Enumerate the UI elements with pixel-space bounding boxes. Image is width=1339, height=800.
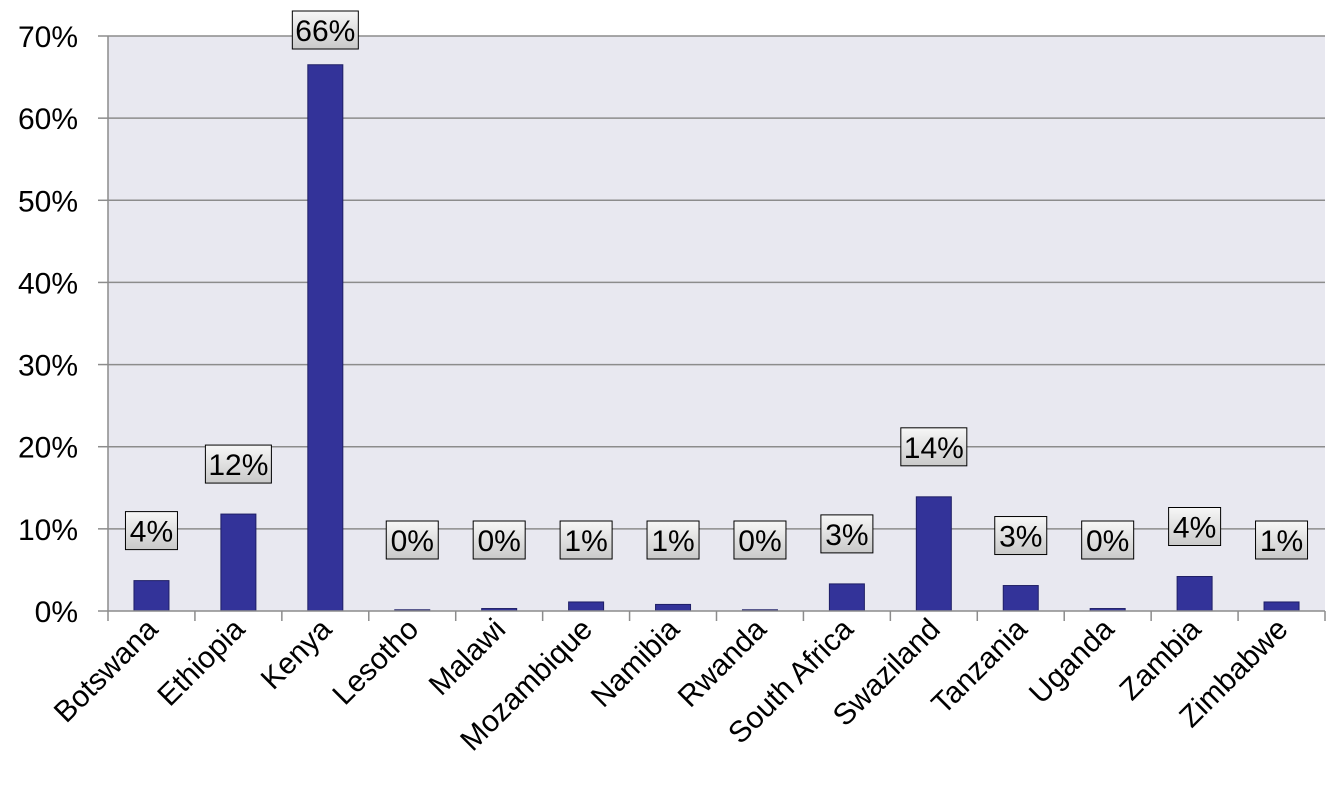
bar (568, 601, 605, 612)
bar (915, 496, 952, 612)
bar (655, 603, 692, 612)
data-label-box (291, 10, 359, 50)
y-tick-label: 60% (18, 103, 78, 136)
data-label: 3% (994, 516, 1048, 556)
data-label-text: 66% (295, 15, 355, 48)
data-label: 1% (1255, 520, 1309, 560)
data-label-box (124, 511, 178, 551)
data-label-box (385, 520, 439, 560)
y-tick-label: 0% (35, 596, 78, 629)
data-labels: 4% 12% 66% 0% 0% 1% 1% 0% 3% 14% 3% 0% 4% 1% (124, 10, 1309, 560)
data-label-box (204, 444, 272, 484)
bar (828, 583, 865, 612)
data-label-text: 14% (904, 432, 964, 465)
data-label-box (559, 520, 613, 560)
data-label: 3% (820, 514, 874, 554)
data-label-box (472, 520, 526, 560)
data-label-text: 0% (1086, 525, 1129, 558)
bar (1263, 601, 1300, 612)
data-label-text: 4% (1173, 512, 1216, 545)
data-label-text: 1% (1260, 525, 1303, 558)
plot-area (108, 36, 1325, 611)
data-label: 0% (1081, 520, 1135, 560)
y-tick-label: 70% (18, 21, 78, 54)
data-label-box (1168, 507, 1222, 546)
y-tick-label: 30% (18, 350, 78, 383)
data-label-text: 0% (738, 525, 781, 558)
data-label-box (900, 427, 968, 467)
data-label: 0% (385, 520, 439, 560)
data-label: 14% (900, 427, 968, 467)
data-label: 4% (1168, 507, 1222, 546)
data-label-box (1081, 520, 1135, 560)
axes (98, 35, 1326, 621)
bar (1176, 576, 1213, 612)
data-label-text: 0% (477, 525, 520, 558)
data-label-text: 12% (208, 449, 268, 482)
x-tick-label: Namibia (585, 612, 686, 713)
data-label-text: 4% (130, 516, 173, 549)
y-tick-label: 10% (18, 514, 78, 547)
x-tick-label: Lesotho (326, 613, 425, 712)
data-label-text: 3% (999, 521, 1042, 554)
data-label: 66% (291, 10, 359, 50)
data-label: 0% (472, 520, 526, 560)
data-label-box (1255, 520, 1309, 560)
bar (220, 513, 257, 612)
data-label-text: 0% (391, 525, 434, 558)
data-label: 4% (124, 511, 178, 551)
data-label-box (646, 520, 700, 560)
y-tick-label: 50% (18, 185, 78, 218)
data-label: 1% (559, 520, 613, 560)
data-label-text: 1% (564, 525, 607, 558)
data-label: 1% (646, 520, 700, 560)
bars (133, 64, 1300, 612)
x-tick-label: Kenya (255, 612, 339, 696)
data-label-text: 1% (651, 525, 694, 558)
bar (1002, 585, 1039, 612)
x-tick-label: Uganda (1023, 612, 1121, 710)
x-tick-label: Botswana (48, 612, 165, 729)
y-tick-label: 20% (18, 432, 78, 465)
x-tick-label: Tanzania (925, 612, 1033, 720)
data-label-text: 3% (825, 519, 868, 552)
data-label: 12% (204, 444, 272, 484)
bar (133, 580, 170, 612)
x-tick-label: Ethiopia (151, 612, 251, 712)
data-label: 0% (733, 520, 787, 560)
bar (307, 64, 344, 612)
data-label-box (733, 520, 787, 560)
data-label-box (994, 516, 1048, 556)
y-tick-labels: 0% 10% 20% 30% 40% 50% 60% 70% (18, 21, 78, 629)
data-label-box (820, 514, 874, 554)
y-tick-label: 40% (18, 267, 78, 300)
